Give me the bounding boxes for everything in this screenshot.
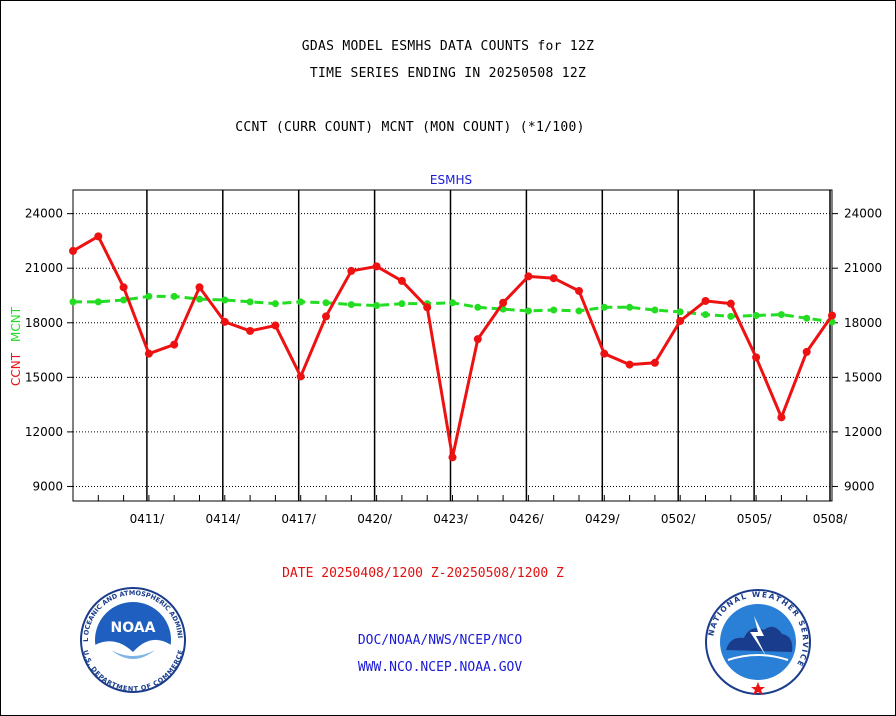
data-point-mcnt: [600, 303, 608, 311]
data-point-ccnt: [271, 321, 280, 330]
data-point-ccnt: [170, 340, 179, 349]
y-tick-label-right: 15000: [844, 370, 882, 384]
y-tick-label-right: 9000: [844, 479, 875, 493]
data-point-ccnt: [549, 274, 558, 283]
y-tick-label-right: 24000: [844, 207, 882, 221]
data-point-ccnt: [322, 312, 330, 321]
data-point-ccnt: [575, 286, 583, 295]
data-point-ccnt: [777, 413, 786, 422]
data-point-mcnt: [271, 300, 279, 308]
x-tick-label: 0426/: [509, 512, 545, 526]
data-point-mcnt: [347, 301, 355, 309]
header-legend-line: CCNT (CURR COUNT) MCNT (MON COUNT) (*1/1…: [235, 120, 585, 135]
data-point-mcnt: [69, 298, 77, 306]
x-tick-label: 0505/: [737, 512, 773, 526]
x-tick-label: 0429/: [585, 512, 621, 526]
y-tick-label: 15000: [25, 370, 63, 384]
data-point-ccnt: [701, 296, 710, 305]
data-point-mcnt: [246, 298, 254, 306]
y-tick-label: 12000: [25, 425, 63, 439]
header-title-line2: TIME SERIES ENDING IN 20250508 12Z: [309, 66, 587, 81]
data-point-ccnt: [752, 353, 761, 362]
data-point-mcnt: [727, 312, 735, 320]
data-point-mcnt: [575, 307, 583, 315]
data-point-mcnt: [474, 303, 482, 311]
data-point-mcnt: [170, 292, 178, 300]
data-point-mcnt: [651, 306, 659, 314]
data-point-mcnt: [449, 299, 456, 307]
data-point-mcnt: [398, 300, 406, 308]
footer-org: DOC/NOAA/NWS/NCEP/NCO: [357, 633, 523, 648]
y-tick-label-right: 18000: [844, 316, 882, 330]
data-point-ccnt: [828, 311, 836, 320]
data-point-mcnt: [94, 298, 102, 306]
y-tick-label: 21000: [25, 261, 63, 275]
y-tick-label: 9000: [32, 479, 63, 493]
nws-logo: NATIONAL WEATHER SERVICE: [705, 589, 811, 695]
data-point-ccnt: [347, 266, 356, 275]
data-point-ccnt: [372, 262, 381, 271]
data-point-ccnt: [600, 349, 609, 358]
chart-title: ESMHS: [430, 173, 472, 187]
data-series: [69, 232, 836, 462]
data-point-ccnt: [195, 283, 204, 292]
data-point-mcnt: [803, 314, 811, 322]
x-tick-label: 0508/: [813, 512, 849, 526]
data-point-ccnt: [448, 453, 457, 462]
y-axis-ticks: 9000 9000 12000 12000 15000 15000 18000 18000 21…: [25, 207, 882, 494]
data-point-ccnt: [69, 246, 77, 255]
header-title-line1: GDAS MODEL ESMHS DATA COUNTS for 12Z: [301, 39, 595, 54]
x-tick-label: 0414/: [206, 512, 242, 526]
data-point-ccnt: [802, 347, 811, 356]
data-point-mcnt: [777, 311, 785, 319]
data-point-mcnt: [676, 308, 684, 316]
data-point-ccnt: [650, 358, 659, 367]
data-point-mcnt: [550, 306, 558, 314]
noaa-logo-text: NOAA: [111, 620, 156, 636]
data-point-ccnt: [296, 372, 305, 381]
grid-lines: [73, 190, 832, 501]
data-point-mcnt: [120, 296, 128, 304]
data-point-mcnt: [373, 301, 381, 309]
data-point-ccnt: [676, 316, 685, 325]
x-tick-label: 0502/: [661, 512, 697, 526]
y-tick-label-right: 21000: [844, 261, 882, 275]
data-point-ccnt: [119, 283, 128, 292]
data-point-ccnt: [524, 272, 533, 281]
y-tick-label: 24000: [25, 207, 63, 221]
data-point-ccnt: [473, 335, 482, 344]
data-point-ccnt: [625, 360, 634, 369]
data-point-ccnt: [144, 349, 153, 358]
data-point-ccnt: [94, 232, 103, 241]
y-axis-label-ccnt: CCNT: [9, 352, 23, 386]
y-axis-label-mcnt: MCNT: [9, 306, 23, 342]
y-tick-label-right: 12000: [844, 425, 882, 439]
data-point-ccnt: [246, 326, 255, 335]
data-point-mcnt: [626, 303, 634, 311]
data-point-ccnt: [726, 299, 735, 308]
data-point-mcnt: [322, 299, 330, 307]
data-point-ccnt: [499, 298, 508, 307]
data-point-mcnt: [524, 307, 532, 315]
data-point-mcnt: [221, 296, 229, 304]
data-point-mcnt: [145, 292, 153, 300]
x-tick-label: 0417/: [281, 512, 317, 526]
x-axis-ticks: 0411/0414/0417/0420/0423/0426/0429/0502/…: [97, 495, 849, 526]
data-point-ccnt: [397, 276, 406, 285]
footer-url: WWW.NCO.NCEP.NOAA.GOV: [357, 660, 523, 675]
data-point-ccnt: [423, 303, 432, 312]
x-axis-caption: DATE 20250408/1200 Z-20250508/1200 Z: [282, 566, 564, 581]
data-point-mcnt: [752, 311, 760, 319]
y-tick-label: 18000: [25, 316, 63, 330]
x-tick-label: 0411/: [130, 512, 166, 526]
data-point-mcnt: [196, 295, 203, 303]
x-tick-label: 0420/: [357, 512, 393, 526]
data-point-mcnt: [297, 298, 305, 306]
series-line-ccnt: [72, 234, 834, 458]
data-point-mcnt: [702, 311, 709, 319]
x-tick-label: 0423/: [433, 512, 469, 526]
data-point-ccnt: [220, 317, 229, 326]
